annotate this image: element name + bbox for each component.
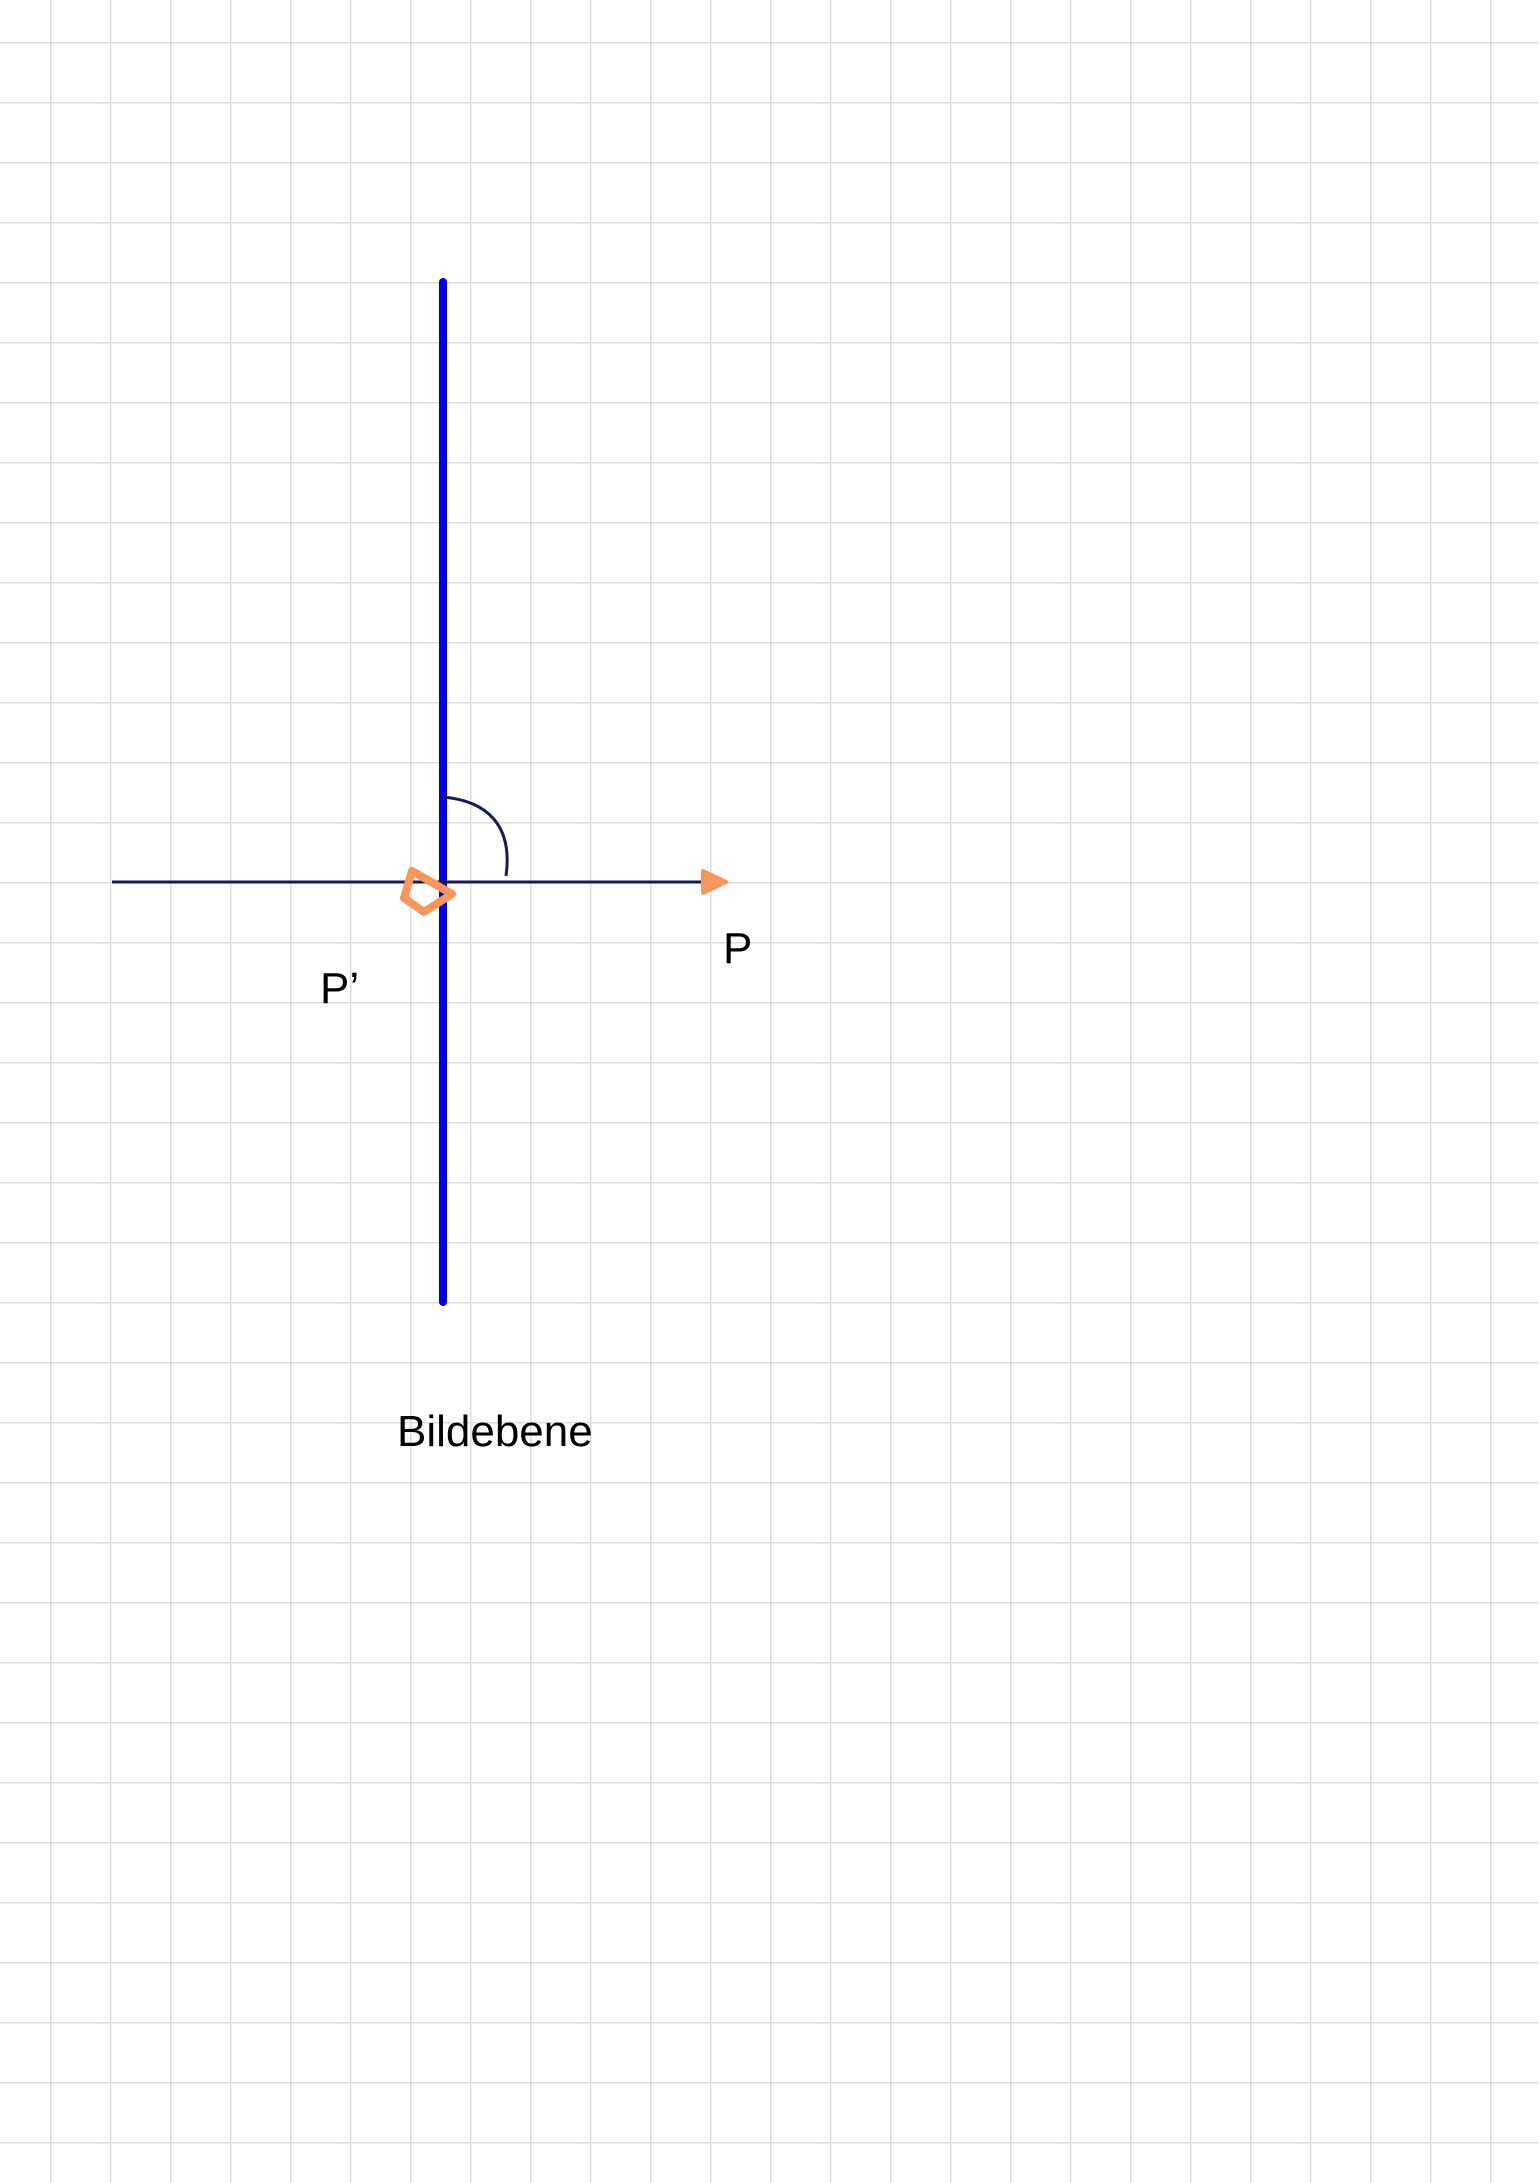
arrowhead-icon <box>701 869 728 895</box>
angle-arc-icon <box>442 795 509 877</box>
pentagon-icon <box>400 867 456 916</box>
point-p-prime-label: P’ <box>320 964 359 1013</box>
image-plane-label: Bildebene <box>397 1407 593 1456</box>
point-p-label: P <box>723 924 752 973</box>
